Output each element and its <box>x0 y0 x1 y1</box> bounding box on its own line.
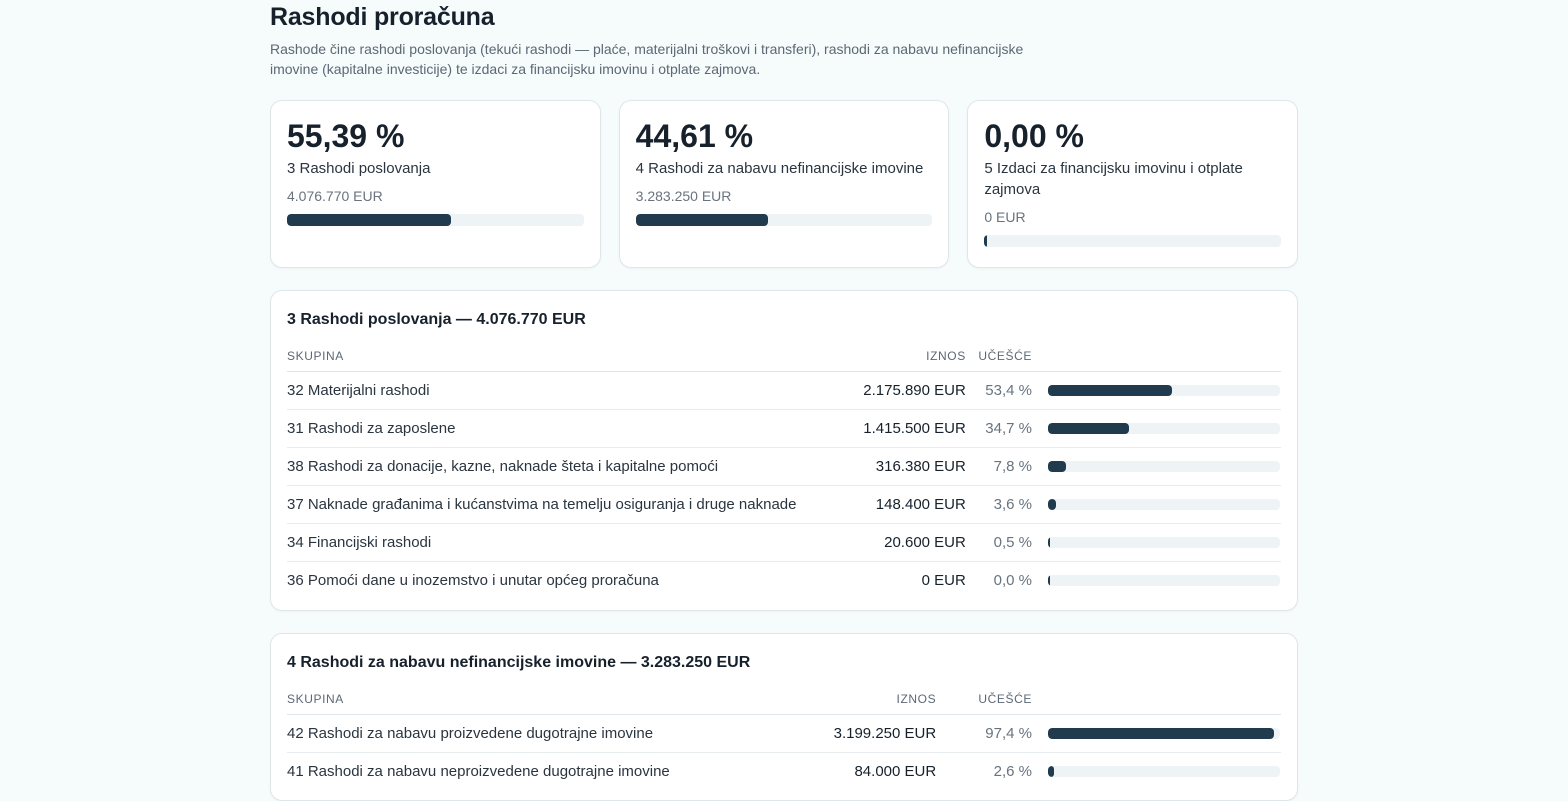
row-bar-track <box>1048 728 1280 739</box>
row-amount: 2.175.890 EUR <box>852 372 966 410</box>
column-header-bar <box>1032 343 1281 372</box>
row-name: 31 Rashodi za zaposlene <box>287 410 852 448</box>
row-name: 37 Naknade građanima i kućanstvima na te… <box>287 486 852 524</box>
row-name: 42 Rashodi za nabavu proizvedene dugotra… <box>287 714 799 752</box>
row-bar-cell <box>1032 410 1281 448</box>
group-table: Skupina Iznos Učešće 32 Materijalni rash… <box>287 343 1281 600</box>
card-bar-fill <box>984 235 987 247</box>
card-bar-track <box>984 235 1281 247</box>
summary-card: 44,61 % 4 Rashodi za nabavu nefinancijsk… <box>619 100 950 268</box>
card-bar-track <box>287 214 584 226</box>
column-header-group: Skupina <box>287 343 852 372</box>
row-share: 0,0 % <box>966 562 1032 600</box>
card-bar-fill <box>636 214 768 226</box>
row-amount: 84.000 EUR <box>799 752 936 790</box>
row-amount: 3.199.250 EUR <box>799 714 936 752</box>
row-bar-cell <box>1032 524 1281 562</box>
column-header-share: Učešće <box>936 686 1032 715</box>
column-header-group: Skupina <box>287 686 799 715</box>
table-row: 36 Pomoći dane u inozemstvo i unutar opć… <box>287 562 1281 600</box>
row-bar-cell <box>1032 562 1281 600</box>
group-table: Skupina Iznos Učešće 42 Rashodi za nabav… <box>287 686 1281 791</box>
row-bar-fill <box>1048 575 1050 586</box>
page-intro: Rashode čine rashodi poslovanja (tekući … <box>270 39 1030 79</box>
row-amount: 1.415.500 EUR <box>852 410 966 448</box>
row-bar-cell <box>1032 448 1281 486</box>
row-name: 38 Rashodi za donacije, kazne, naknade š… <box>287 448 852 486</box>
card-label: 5 Izdaci za financijsku imovinu i otplat… <box>984 158 1281 200</box>
column-header-share: Učešće <box>966 343 1032 372</box>
section-title: 4 Rashodi za nabavu nefinancijske imovin… <box>287 652 1281 674</box>
row-name: 41 Rashodi za nabavu neproizvedene dugot… <box>287 752 799 790</box>
row-name: 36 Pomoći dane u inozemstvo i unutar opć… <box>287 562 852 600</box>
table-row: 41 Rashodi za nabavu neproizvedene dugot… <box>287 752 1281 790</box>
card-bar-track <box>636 214 933 226</box>
row-bar-track <box>1048 461 1280 472</box>
row-bar-fill <box>1048 499 1056 510</box>
card-amount: 4.076.770 EUR <box>287 187 584 205</box>
row-bar-cell <box>1032 752 1281 790</box>
page-title: Rashodi proračuna <box>270 2 1298 32</box>
card-percent: 0,00 % <box>984 117 1281 155</box>
table-row: 42 Rashodi za nabavu proizvedene dugotra… <box>287 714 1281 752</box>
table-body: 42 Rashodi za nabavu proizvedene dugotra… <box>287 714 1281 790</box>
card-percent: 55,39 % <box>287 117 584 155</box>
row-share: 53,4 % <box>966 372 1032 410</box>
table-row: 38 Rashodi za donacije, kazne, naknade š… <box>287 448 1281 486</box>
page: Rashodi proračuna Rashode čine rashodi p… <box>270 0 1298 801</box>
row-share: 2,6 % <box>936 752 1032 790</box>
row-bar-fill <box>1048 766 1054 777</box>
section-nefinancijska-imovina: 4 Rashodi za nabavu nefinancijske imovin… <box>270 633 1298 801</box>
row-share: 3,6 % <box>966 486 1032 524</box>
row-bar-track <box>1048 385 1280 396</box>
row-bar-cell <box>1032 486 1281 524</box>
row-bar-track <box>1048 575 1280 586</box>
row-bar-fill <box>1048 423 1129 434</box>
row-amount: 148.400 EUR <box>852 486 966 524</box>
table-row: 37 Naknade građanima i kućanstvima na te… <box>287 486 1281 524</box>
summary-card: 0,00 % 5 Izdaci za financijsku imovinu i… <box>967 100 1298 268</box>
row-name: 32 Materijalni rashodi <box>287 372 852 410</box>
column-header-bar <box>1032 686 1281 715</box>
row-bar-fill <box>1048 461 1066 472</box>
card-label: 4 Rashodi za nabavu nefinancijske imovin… <box>636 158 933 179</box>
row-amount: 0 EUR <box>852 562 966 600</box>
row-bar-track <box>1048 537 1280 548</box>
card-percent: 44,61 % <box>636 117 933 155</box>
row-bar-track <box>1048 499 1280 510</box>
row-bar-cell <box>1032 714 1281 752</box>
row-bar-fill <box>1048 385 1172 396</box>
column-header-amount: Iznos <box>852 343 966 372</box>
row-name: 34 Financijski rashodi <box>287 524 852 562</box>
summary-cards: 55,39 % 3 Rashodi poslovanja 4.076.770 E… <box>270 100 1298 268</box>
row-amount: 20.600 EUR <box>852 524 966 562</box>
card-amount: 0 EUR <box>984 208 1281 226</box>
card-label: 3 Rashodi poslovanja <box>287 158 584 179</box>
section-title: 3 Rashodi poslovanja — 4.076.770 EUR <box>287 309 1281 331</box>
row-share: 97,4 % <box>936 714 1032 752</box>
row-amount: 316.380 EUR <box>852 448 966 486</box>
column-header-amount: Iznos <box>799 686 936 715</box>
row-bar-track <box>1048 423 1280 434</box>
row-bar-cell <box>1032 372 1281 410</box>
card-bar-fill <box>287 214 451 226</box>
row-share: 34,7 % <box>966 410 1032 448</box>
row-bar-fill <box>1048 728 1274 739</box>
card-amount: 3.283.250 EUR <box>636 187 933 205</box>
row-bar-track <box>1048 766 1280 777</box>
row-share: 0,5 % <box>966 524 1032 562</box>
section-rashodi-poslovanja: 3 Rashodi poslovanja — 4.076.770 EUR Sku… <box>270 290 1298 611</box>
row-bar-fill <box>1048 537 1050 548</box>
row-share: 7,8 % <box>966 448 1032 486</box>
summary-card: 55,39 % 3 Rashodi poslovanja 4.076.770 E… <box>270 100 601 268</box>
